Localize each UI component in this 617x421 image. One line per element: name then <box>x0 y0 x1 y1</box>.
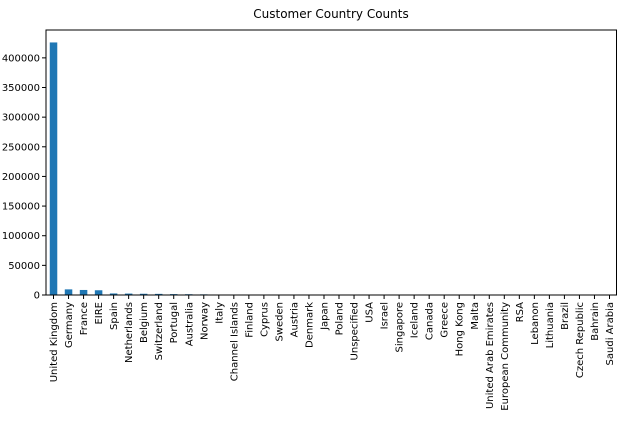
x-tick-label: Greece <box>440 302 451 338</box>
y-tick-label: 400000 <box>2 53 40 64</box>
x-tick-label: Cyprus <box>259 302 270 337</box>
x-tick-label: France <box>79 302 90 335</box>
x-tick-label: Malta <box>470 302 481 330</box>
x-tick-label: Lebanon <box>530 302 541 345</box>
y-tick-label: 150000 <box>2 202 40 213</box>
x-tick-label: United Kingdom <box>49 302 60 382</box>
x-tick-label: RSA <box>515 302 526 322</box>
x-tick-label: Canada <box>425 302 436 340</box>
y-tick-label: 100000 <box>2 231 40 242</box>
x-tick-label: Channel Islands <box>229 302 240 381</box>
y-tick-label: 50000 <box>8 261 40 272</box>
x-axis: United Kingdom Germany France EIRE Spain Neth… <box>49 295 616 411</box>
x-tick-label: Austria <box>289 302 300 337</box>
x-tick-label: European Community <box>500 302 511 411</box>
x-tick-label: Japan <box>319 302 330 331</box>
x-tick-label: Bahrain <box>590 302 601 341</box>
x-tick-label: Singapore <box>395 302 406 352</box>
x-tick-label: Spain <box>109 302 120 330</box>
x-tick-label: Iceland <box>410 302 421 338</box>
x-tick-label: Australia <box>184 302 195 346</box>
x-tick-label: United Arab Emirates <box>485 302 496 409</box>
x-tick-label: Belgium <box>139 302 150 343</box>
x-tick-label: Hong Kong <box>455 302 466 356</box>
plot-area <box>46 30 617 295</box>
x-tick-label: Italy <box>214 302 225 324</box>
x-tick-label: Czech Republic <box>575 302 586 378</box>
plot-frame <box>46 30 617 295</box>
y-tick-label: 300000 <box>2 113 40 124</box>
x-tick-label: Switzerland <box>154 302 165 360</box>
x-tick-label: Brazil <box>560 302 571 330</box>
x-tick-label: Portugal <box>169 302 180 343</box>
x-tick-label: Germany <box>64 302 75 348</box>
x-tick-label: USA <box>365 302 376 323</box>
x-tick-label: Lithuania <box>545 302 556 348</box>
y-tick-label: 0 <box>34 291 40 302</box>
x-tick-label: Norway <box>199 302 210 340</box>
chart-title: Customer Country Counts <box>253 7 408 21</box>
x-tick-label: Netherlands <box>124 302 135 363</box>
bar-france <box>80 290 88 295</box>
y-axis: 0 50000 100000 150000 200000 250000 300000 3500… <box>2 53 46 301</box>
bar-eire <box>95 290 103 295</box>
bar-united-kingdom <box>50 42 58 295</box>
x-tick-label: Saudi Arabia <box>605 302 616 365</box>
x-tick-label: Sweden <box>274 302 285 342</box>
y-tick-label: 200000 <box>2 172 40 183</box>
x-tick-label: EIRE <box>94 302 105 325</box>
y-tick-label: 250000 <box>2 142 40 153</box>
x-tick-label: Poland <box>335 302 346 335</box>
x-tick-label: Finland <box>244 302 255 338</box>
bar-germany <box>65 289 73 295</box>
y-tick-label: 350000 <box>2 83 40 94</box>
x-tick-label: Unspecified <box>350 302 361 360</box>
x-tick-label: Israel <box>380 302 391 329</box>
x-tick-label: Denmark <box>304 302 315 348</box>
